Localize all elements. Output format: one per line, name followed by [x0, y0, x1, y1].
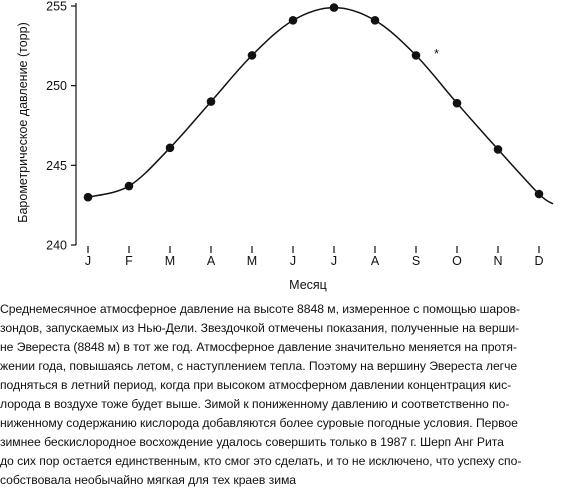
caption-line: подняться в летний период, когда при выс…	[0, 378, 512, 392]
x-tick-label: A	[371, 254, 380, 268]
y-tick-label: 255	[46, 0, 67, 14]
label-layer: 240 245 250 255 J F M A M J J A S O N D Месяц Барометриче…	[16, 0, 544, 292]
caption-line: зимнее бескислородное восхождение удалос…	[0, 435, 504, 449]
data-point	[452, 98, 462, 108]
x-tick-label: A	[207, 254, 216, 268]
x-tick-label: N	[493, 254, 502, 268]
x-tick-label: J	[85, 254, 91, 268]
data-point	[534, 189, 544, 199]
caption-line: Среднемесячное атмосферное давление на в…	[0, 302, 521, 316]
x-tick-label: F	[125, 254, 133, 268]
data-point	[165, 143, 175, 153]
data-point	[247, 51, 257, 60]
x-tick-label: O	[452, 254, 462, 268]
data-point	[411, 51, 421, 60]
caption-line: ниженному содержанию кислорода добавляют…	[0, 416, 518, 430]
x-tick-label: M	[165, 254, 175, 268]
marker-layer	[83, 3, 544, 202]
chart-figure: 240 245 250 255 J F M A M J J A S O N D Месяц Барометриче…	[16, 0, 554, 292]
summit-reading-marker: *	[434, 47, 439, 61]
pressure-chart: 240 245 250 255 J F M A M J J A S O N D Месяц Барометриче…	[16, 0, 554, 292]
figure-caption: Среднемесячное атмосферное давление на в…	[0, 300, 564, 487]
x-tick-label: D	[534, 254, 543, 268]
data-point	[83, 192, 93, 202]
caption-line: жении года, повышаясь летом, с наступлен…	[0, 359, 518, 373]
y-tick-label: 240	[46, 239, 67, 253]
y-tick-label: 245	[46, 159, 67, 173]
series-line	[87, 6, 554, 205]
x-tick-label: S	[412, 254, 420, 268]
x-axis-title: Месяц	[289, 278, 327, 292]
curve-layer	[87, 6, 554, 205]
axes-layer	[71, 3, 540, 253]
caption-line: зондов, запускаемых из Нью-Дели. Звездоч…	[0, 321, 520, 335]
caption-line: лорода в воздухе тоже будет выше. Зимой …	[0, 397, 510, 411]
y-axis-title: Барометрическое давление (торр)	[16, 22, 30, 222]
data-point	[124, 181, 134, 191]
data-point	[370, 16, 380, 25]
data-point	[206, 97, 216, 106]
x-tick-label: J	[290, 254, 296, 268]
data-point	[493, 145, 503, 154]
caption-line: собствовала необычайно мягкая для тех кр…	[0, 473, 297, 487]
x-tick-label: M	[247, 254, 257, 268]
x-tick-label: J	[331, 254, 337, 268]
data-point	[329, 3, 339, 12]
y-tick-label: 250	[46, 79, 67, 93]
caption-line: не Эвереста (8848 м) в тот же год. Атмос…	[0, 340, 517, 354]
caption-line: до сих пор остается единственным, кто см…	[0, 454, 522, 468]
data-point	[288, 16, 298, 25]
